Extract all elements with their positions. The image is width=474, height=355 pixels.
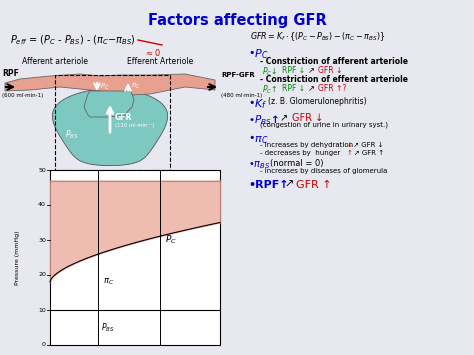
- Polygon shape: [84, 87, 134, 117]
- Text: (z. B. Glomerulonephritis): (z. B. Glomerulonephritis): [268, 97, 366, 106]
- Text: 10: 10: [38, 307, 46, 312]
- Text: - increases by diseases of glomerula: - increases by diseases of glomerula: [260, 168, 387, 174]
- Text: •$\pi_C$: •$\pi_C$: [248, 133, 269, 146]
- Text: - Constriction of efferent arteriole: - Constriction of efferent arteriole: [260, 75, 408, 84]
- Text: $P_{BS}$: $P_{BS}$: [100, 321, 114, 334]
- Text: 0: 0: [42, 343, 46, 348]
- Text: Efferent Arteriole: Efferent Arteriole: [127, 57, 193, 66]
- Text: 30: 30: [38, 237, 46, 242]
- Text: Factors affecting GFR: Factors affecting GFR: [147, 13, 327, 28]
- Text: $P_{BS}$: $P_{BS}$: [65, 129, 79, 141]
- Bar: [50, 170, 220, 345]
- Text: Afferent arteriole: Afferent arteriole: [22, 57, 88, 66]
- Text: •RPF↑: •RPF↑: [248, 180, 289, 190]
- Text: $\pi_C$: $\pi_C$: [131, 81, 141, 91]
- Text: ↗: ↗: [284, 180, 293, 190]
- Text: RPF ↓: RPF ↓: [282, 84, 305, 93]
- Polygon shape: [52, 88, 168, 166]
- Text: •$P_{BS}$↑: •$P_{BS}$↑: [248, 113, 279, 127]
- Text: GFR ↓: GFR ↓: [292, 113, 323, 123]
- Text: (120 ml·min⁻¹): (120 ml·min⁻¹): [115, 122, 154, 127]
- Text: GFR ↑: GFR ↑: [296, 180, 332, 190]
- Text: $P_{eff}$ = ($P_C$ - $P_{BS}$) - ($\pi_C$$-\pi_{BS}$): $P_{eff}$ = ($P_C$ - $P_{BS}$) - ($\pi_C…: [10, 33, 136, 47]
- Text: RPF-GFR: RPF-GFR: [221, 72, 255, 78]
- Text: 40: 40: [38, 202, 46, 208]
- Bar: [55, 75, 170, 170]
- Text: ↑: ↑: [347, 150, 353, 156]
- Text: (480 ml·min-1): (480 ml·min-1): [221, 93, 262, 98]
- Text: ↓: ↓: [347, 142, 353, 148]
- Text: $\pi_C$: $\pi_C$: [102, 277, 114, 287]
- Text: GFR: GFR: [115, 113, 132, 121]
- Text: GFR ↓: GFR ↓: [318, 66, 342, 75]
- Text: $P_C$↑: $P_C$↑: [262, 84, 277, 97]
- Text: $\approx 0$: $\approx 0$: [144, 47, 161, 58]
- Text: $GFR = K_f \cdot \{(P_C - P_{BS}) - (\pi_C - \pi_{BS})\}$: $GFR = K_f \cdot \{(P_C - P_{BS}) - (\pi…: [250, 30, 385, 43]
- Text: Pressure (mmHg): Pressure (mmHg): [16, 230, 20, 285]
- Text: (congestion of urine in urinary syst.): (congestion of urine in urinary syst.): [260, 122, 388, 129]
- Text: - Constriction of afferent arteriole: - Constriction of afferent arteriole: [260, 57, 408, 66]
- Text: - Increases by dehydration↗ GFR ↓: - Increases by dehydration↗ GFR ↓: [260, 142, 383, 148]
- Text: RPF: RPF: [2, 69, 19, 78]
- Polygon shape: [5, 74, 215, 95]
- Text: ↗: ↗: [308, 66, 315, 75]
- Text: RPF ↓: RPF ↓: [282, 66, 305, 75]
- Text: $P_C$: $P_C$: [100, 82, 109, 92]
- Text: 20: 20: [38, 273, 46, 278]
- Text: (600 ml·min-1): (600 ml·min-1): [2, 93, 43, 98]
- Text: (normal = 0): (normal = 0): [270, 159, 323, 168]
- Text: •$\pi_{BS}$: •$\pi_{BS}$: [248, 159, 270, 171]
- Text: $P_C$↓: $P_C$↓: [262, 66, 277, 78]
- Text: GFR ↑?: GFR ↑?: [318, 84, 346, 93]
- Text: 50: 50: [38, 168, 46, 173]
- Text: ↗: ↗: [308, 84, 315, 93]
- Text: $P_C$: $P_C$: [165, 234, 177, 246]
- Text: - decreases by  hunger      ↗ GFR ↑: - decreases by hunger ↗ GFR ↑: [260, 150, 384, 156]
- Text: •$K_f$: •$K_f$: [248, 97, 267, 111]
- Text: •$P_C$: •$P_C$: [248, 47, 269, 61]
- Text: ↗: ↗: [280, 113, 288, 123]
